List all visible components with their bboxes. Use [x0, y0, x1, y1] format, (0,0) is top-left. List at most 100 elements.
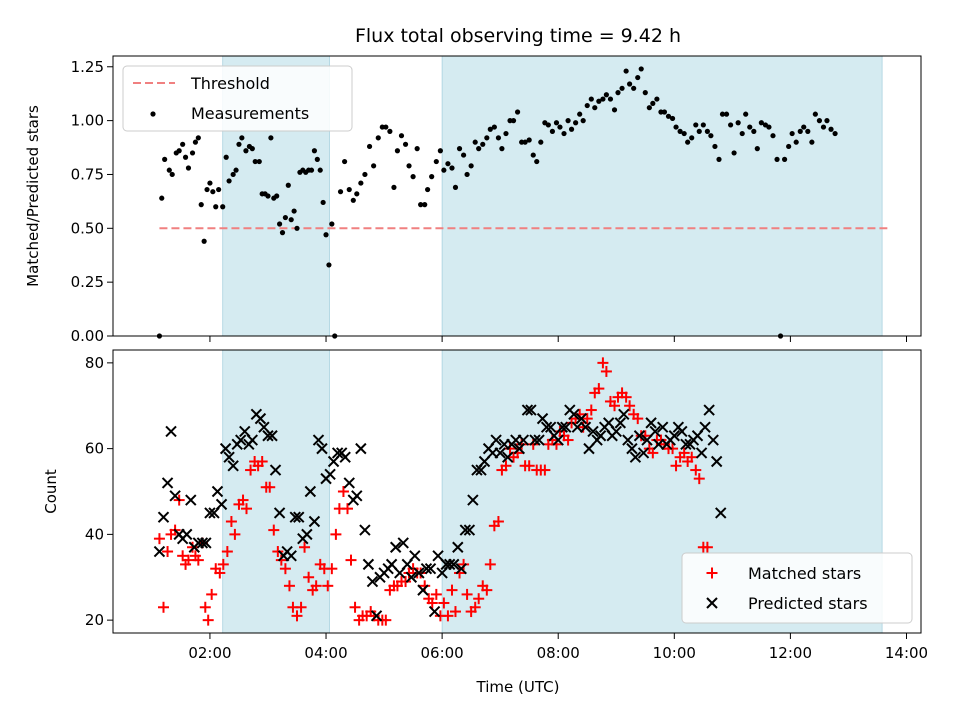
cross-stroke-b — [420, 562, 433, 575]
predicted-star-point — [273, 507, 286, 519]
y-tick-label: 80 — [85, 354, 104, 372]
x-tick-label: 10:00 — [653, 644, 696, 662]
matched-star-point — [256, 455, 268, 467]
y-tick-label: 0.75 — [71, 165, 104, 183]
cross-stroke-b — [246, 434, 259, 446]
predicted-star-point — [169, 490, 181, 502]
cross-stroke-b — [529, 434, 541, 446]
legend-predicted-label: Predicted stars — [748, 594, 868, 613]
cross-stroke-b — [211, 485, 224, 498]
cross-stroke-b — [324, 468, 336, 481]
predicted-star-point — [475, 464, 487, 476]
cross-stroke-b — [165, 425, 177, 438]
measurement-point — [449, 165, 455, 171]
legend-measurements-label: Measurements — [191, 104, 309, 123]
cross-stroke-b — [652, 438, 665, 451]
bottom-legend: Matched stars Predicted stars — [681, 552, 913, 624]
top-x-ticks — [209, 336, 907, 342]
predicted-star-point — [289, 511, 301, 523]
predicted-star-point — [544, 421, 557, 433]
measurement-point — [406, 163, 412, 169]
predicted-star-point — [652, 438, 665, 451]
measurement-point — [288, 217, 294, 223]
cross-stroke-b — [269, 464, 282, 476]
measurement-point — [460, 152, 467, 158]
measurement-point — [201, 238, 207, 244]
predicted-star-point — [362, 558, 375, 571]
matched-star-point — [199, 601, 211, 613]
measurement-point — [743, 111, 749, 117]
measurement-point — [603, 92, 609, 98]
measurement-point — [577, 111, 583, 117]
measurement-point — [607, 96, 614, 102]
x-tick-label: 14:00 — [885, 644, 928, 662]
predicted-star-point — [594, 430, 607, 442]
matched-star-point — [600, 365, 612, 377]
measurement-point — [418, 202, 424, 208]
measurement-point — [220, 204, 226, 210]
matched-star-point — [291, 610, 303, 622]
predicted-star-point — [517, 434, 530, 446]
top-panel: 0.00 0.25 0.50 0.75 1.00 1.25 Matched/Predict… — [24, 55, 922, 345]
measurement-point — [398, 133, 405, 139]
measurement-point — [180, 141, 186, 147]
matched-star-point — [158, 601, 169, 613]
cross-stroke-b — [428, 605, 441, 618]
measurement-point — [704, 128, 710, 134]
matched-star-point — [426, 597, 438, 609]
matched-star-point — [214, 567, 226, 579]
predicted-star-point — [571, 421, 584, 433]
matched-star-point — [177, 550, 189, 562]
cross-stroke-b — [490, 434, 502, 446]
cross-stroke-b — [316, 442, 328, 455]
matched-star-point — [349, 601, 361, 613]
measurement-point — [526, 137, 532, 143]
cross-stroke-b — [525, 404, 537, 416]
cross-stroke-b — [262, 430, 274, 442]
cross-stroke-b — [239, 425, 251, 438]
measurement-point — [452, 184, 459, 190]
measurement-point — [233, 167, 239, 173]
cross-stroke-b — [478, 455, 491, 468]
predicted-star-point — [448, 558, 460, 571]
measurement-points — [156, 66, 838, 339]
matched-star-point — [225, 516, 237, 528]
measurement-point — [252, 158, 258, 165]
cross-stroke-b — [556, 421, 568, 433]
predicted-star-point — [301, 528, 313, 541]
measurement-point — [394, 148, 401, 154]
matched-star-point — [678, 447, 690, 459]
measurement-point — [346, 186, 352, 193]
predicted-star-point — [185, 494, 197, 506]
predicted-star-point — [389, 541, 402, 553]
cross-stroke-b — [695, 447, 708, 459]
matched-star-point — [217, 558, 229, 570]
cross-stroke-b — [560, 421, 572, 433]
measurement-point — [623, 68, 629, 74]
measurement-point — [371, 163, 377, 169]
measurement-point — [580, 118, 586, 124]
measurement-point — [781, 156, 788, 162]
measurement-point — [568, 126, 575, 132]
measurement-point — [445, 161, 451, 167]
cross-stroke-b — [397, 537, 409, 549]
predicted-star-point — [355, 442, 367, 455]
cross-stroke-b — [443, 558, 456, 571]
predicted-star-point — [556, 421, 568, 433]
measurement-point — [786, 143, 792, 150]
matched-star-point — [283, 580, 295, 592]
cross-stroke-b — [355, 442, 367, 455]
measurement-point — [728, 122, 734, 128]
measurement-point — [522, 139, 528, 145]
chart-title: Flux total observing time = 9.42 h — [355, 25, 681, 47]
matched-star-point — [446, 584, 458, 596]
y-tick-label: 0.25 — [71, 273, 104, 291]
measurement-point — [754, 146, 760, 152]
matched-star-point — [279, 563, 291, 575]
measurement-point — [751, 128, 757, 134]
measurement-point — [383, 124, 389, 130]
cross-stroke-b — [579, 421, 592, 433]
measurement-point — [495, 135, 502, 141]
predicted-star-point — [513, 442, 526, 455]
matched-star-point — [686, 451, 698, 463]
